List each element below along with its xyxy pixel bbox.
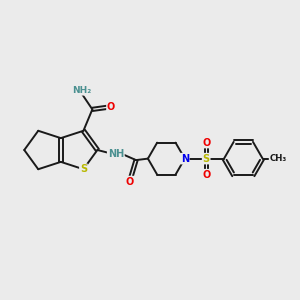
Text: O: O bbox=[202, 138, 210, 148]
Text: NH: NH bbox=[108, 148, 124, 159]
Text: S: S bbox=[80, 164, 87, 174]
Text: NH₂: NH₂ bbox=[72, 86, 92, 95]
Text: O: O bbox=[125, 176, 133, 187]
Text: O: O bbox=[202, 170, 210, 180]
Text: S: S bbox=[202, 154, 210, 164]
Text: CH₃: CH₃ bbox=[269, 154, 287, 163]
Text: O: O bbox=[107, 102, 115, 112]
Text: N: N bbox=[181, 154, 189, 164]
